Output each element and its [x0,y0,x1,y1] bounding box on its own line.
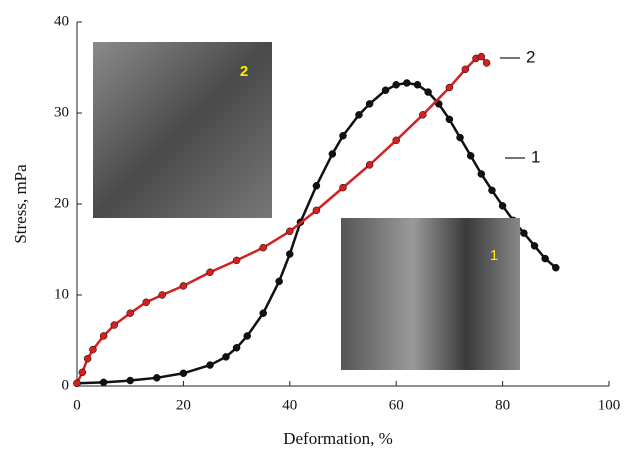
x-tick-label: 80 [495,397,510,413]
data-point [541,254,549,263]
data-point [339,183,347,192]
data-point [477,52,486,61]
data-point [392,136,400,145]
data-point [392,81,400,89]
sem-image [341,218,520,370]
x-axis-label: Deformation, % [283,429,393,448]
x-tick-label: 0 [73,397,81,413]
data-point [232,344,241,352]
data-point [179,369,188,378]
series-label: 2 [526,47,535,66]
data-point [552,263,560,272]
data-point [142,298,150,307]
data-point [99,378,108,387]
data-point [99,332,108,340]
data-point [339,132,347,140]
data-point [445,115,454,124]
data-point [179,282,188,290]
data-point [520,229,528,237]
data-point [126,309,134,317]
data-point [365,100,374,108]
y-tick-label: 40 [54,13,69,29]
plot-area: 0 20 40 60 80 100 0 10 20 30 40 1 2 [54,13,620,413]
data-point [153,374,161,382]
data-point [403,79,411,87]
data-point [126,376,134,385]
data-point [73,379,81,388]
data-point [461,65,470,74]
y-tick-label: 10 [54,286,69,302]
y-axis-label: Stress, mPa [11,164,30,244]
data-point [89,345,97,354]
data-point [530,242,539,250]
x-tick-label: 40 [282,397,297,413]
y-tick-label: 20 [54,195,69,211]
data-point [424,88,432,96]
data-point [328,150,337,158]
inset-label: 1 [490,247,498,264]
series-label: 1 [531,147,540,166]
data-point [413,81,422,89]
data-point [206,268,214,276]
x-tick-label: 60 [389,397,404,413]
y-tick-label: 30 [54,104,69,120]
data-point [445,83,454,92]
data-point [466,152,475,160]
data-point [158,291,166,299]
data-point [381,86,390,94]
data-point [232,256,241,265]
x-tick-label: 20 [176,397,191,413]
data-point [275,277,283,286]
data-point [286,250,294,258]
data-point [286,227,294,236]
data-point [419,111,427,119]
y-tick-label: 0 [62,377,70,393]
data-point [488,186,496,195]
data-point [222,353,230,361]
sem-image [93,42,272,218]
x-tick-label: 100 [598,397,621,413]
data-point [206,361,214,369]
data-point [243,332,251,340]
data-point [78,368,87,377]
data-point [312,182,321,190]
data-point [477,170,486,178]
data-point [83,354,92,363]
inset-label: 2 [240,63,248,80]
data-point [435,100,443,108]
data-point [482,59,491,67]
data-point [456,133,464,142]
data-point [110,321,118,329]
data-point [312,206,321,215]
data-point [365,161,374,169]
data-point [498,202,507,210]
data-point [355,111,363,119]
data-point [259,309,267,317]
data-point [259,243,267,252]
